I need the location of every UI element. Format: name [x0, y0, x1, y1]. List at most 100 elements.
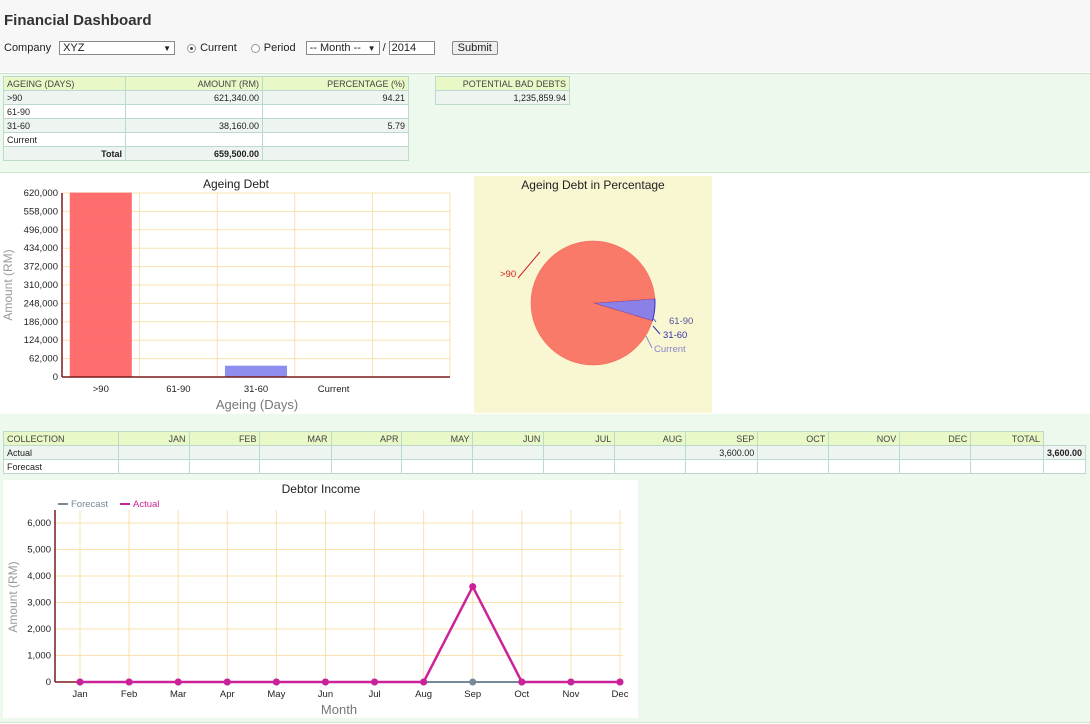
data-point	[567, 678, 575, 686]
table-row: 61-90	[3, 104, 409, 119]
month-cell	[472, 445, 545, 460]
submit-button[interactable]: Submit	[451, 41, 498, 55]
percentage-cell	[262, 132, 409, 147]
total-label: Total	[3, 146, 126, 161]
month-header: JAN	[117, 431, 190, 446]
month-cell	[330, 445, 403, 460]
month-header: TOTAL	[970, 431, 1044, 446]
data-point	[174, 678, 182, 686]
x-tick-label: Jan	[72, 689, 87, 700]
x-tick-label: Aug	[415, 689, 432, 700]
chevron-down-icon: ▼	[163, 43, 172, 53]
bar	[224, 365, 288, 377]
y-tick-label: 496,000	[24, 225, 58, 236]
month-cell	[188, 459, 261, 474]
total-row: Total 659,500.00	[3, 146, 409, 161]
data-point	[518, 678, 526, 686]
month-cell	[899, 445, 972, 460]
legend-label: Forecast	[71, 499, 108, 510]
y-tick-label: 0	[46, 677, 51, 688]
slice-label: Current	[654, 344, 686, 355]
month-header: MAR	[259, 431, 332, 446]
y-tick-label: 310,000	[24, 280, 58, 291]
percentage-cell: 94.21	[262, 90, 409, 105]
y-axis-label: Amount (RM)	[6, 561, 20, 632]
y-tick-label: 1,000	[27, 651, 51, 662]
x-tick-label: Jun	[318, 689, 333, 700]
row-label: 61-90	[3, 104, 126, 119]
chart-title: Ageing Debt in Percentage	[521, 178, 665, 192]
bad-debts-table: POTENTIAL BAD DEBTS 1,235,859.94	[435, 76, 570, 105]
ageing-table: AGEING (DAYS) AMOUNT (RM) PERCENTAGE (%)…	[3, 76, 409, 161]
row-label: 31-60	[3, 118, 126, 133]
month-cell	[330, 459, 403, 474]
ageing-debt-bar-chart: Ageing Debt 0 62,000 124,000 186,000 248,000 3…	[1, 177, 451, 412]
month-header: AUG	[614, 431, 687, 446]
data-point	[469, 678, 477, 686]
data-point	[420, 678, 428, 686]
month-cell	[614, 445, 687, 460]
amount-cell	[125, 132, 263, 147]
column-header: PERCENTAGE (%)	[262, 76, 409, 91]
amount-cell: 621,340.00	[125, 90, 263, 105]
y-tick-label: 6,000	[27, 518, 51, 529]
month-cell	[828, 459, 901, 474]
company-label: Company	[4, 42, 52, 54]
month-cell	[970, 459, 1044, 474]
label-connector	[652, 317, 657, 323]
slice-label: >90	[500, 269, 516, 280]
label-connector	[517, 251, 541, 279]
pie-slice	[530, 240, 656, 366]
data-point	[223, 678, 231, 686]
company-select[interactable]: XYZ ▼	[59, 41, 176, 55]
month-cell	[472, 459, 545, 474]
chart-title: Ageing Debt	[203, 177, 270, 191]
row-label: Forecast	[3, 459, 119, 474]
y-tick-label: 434,000	[24, 243, 58, 254]
month-header: DEC	[899, 431, 972, 446]
series-line	[80, 583, 620, 684]
x-tick-label: 61-90	[166, 384, 190, 395]
row-label: Current	[3, 132, 126, 147]
x-tick-label: Mar	[170, 689, 186, 700]
table-row: 31-60 38,160.00 5.79	[3, 118, 409, 133]
month-cell	[259, 445, 332, 460]
bad-debts-value: 1,235,859.94	[435, 90, 570, 105]
bar	[69, 192, 132, 377]
table-row: Current	[3, 132, 409, 147]
month-select-value: -- Month --	[309, 42, 361, 54]
month-header: OCT	[757, 431, 830, 446]
y-tick-label: 372,000	[24, 262, 58, 273]
table-row: >90 621,340.00 94.21	[3, 90, 409, 105]
bad-debts-header: POTENTIAL BAD DEBTS	[435, 76, 570, 91]
x-tick-label: Oct	[514, 689, 529, 700]
column-header: AMOUNT (RM)	[125, 76, 263, 91]
month-cell	[828, 445, 901, 460]
x-tick-label: Dec	[612, 689, 629, 700]
y-tick-label: 2,000	[27, 624, 51, 635]
header-bar: Financial Dashboard Company XYZ ▼ Curren…	[0, 0, 1090, 72]
collection-header: COLLECTION	[3, 431, 119, 446]
table-row: Actual 3,600.00 3,600.00	[3, 445, 1087, 460]
y-tick-label: 124,000	[24, 335, 58, 346]
collection-table: COLLECTION JAN FEB MAR APR MAY JUN JUL AUG SEP OCT…	[3, 431, 1087, 474]
empty-cell	[262, 146, 409, 161]
month-cell	[685, 459, 759, 474]
month-cell	[970, 445, 1044, 460]
month-select[interactable]: -- Month -- ▼	[305, 41, 380, 55]
data-point	[371, 678, 379, 686]
current-radio[interactable]	[187, 43, 197, 53]
total-cell: 3,600.00	[1042, 445, 1087, 460]
month-cell	[401, 445, 474, 460]
row-label: >90	[3, 90, 126, 105]
column-header: AGEING (DAYS)	[3, 76, 126, 91]
year-input[interactable]: 2014	[388, 41, 435, 55]
x-axis-label: Ageing (Days)	[216, 397, 298, 412]
period-radio[interactable]	[250, 43, 260, 53]
slice-label: 31-60	[663, 330, 687, 341]
month-cell	[401, 459, 474, 474]
x-tick-label: 31-60	[244, 384, 268, 395]
amount-cell: 38,160.00	[125, 118, 263, 133]
data-point	[76, 678, 84, 686]
month-cell: 3,600.00	[685, 445, 759, 460]
